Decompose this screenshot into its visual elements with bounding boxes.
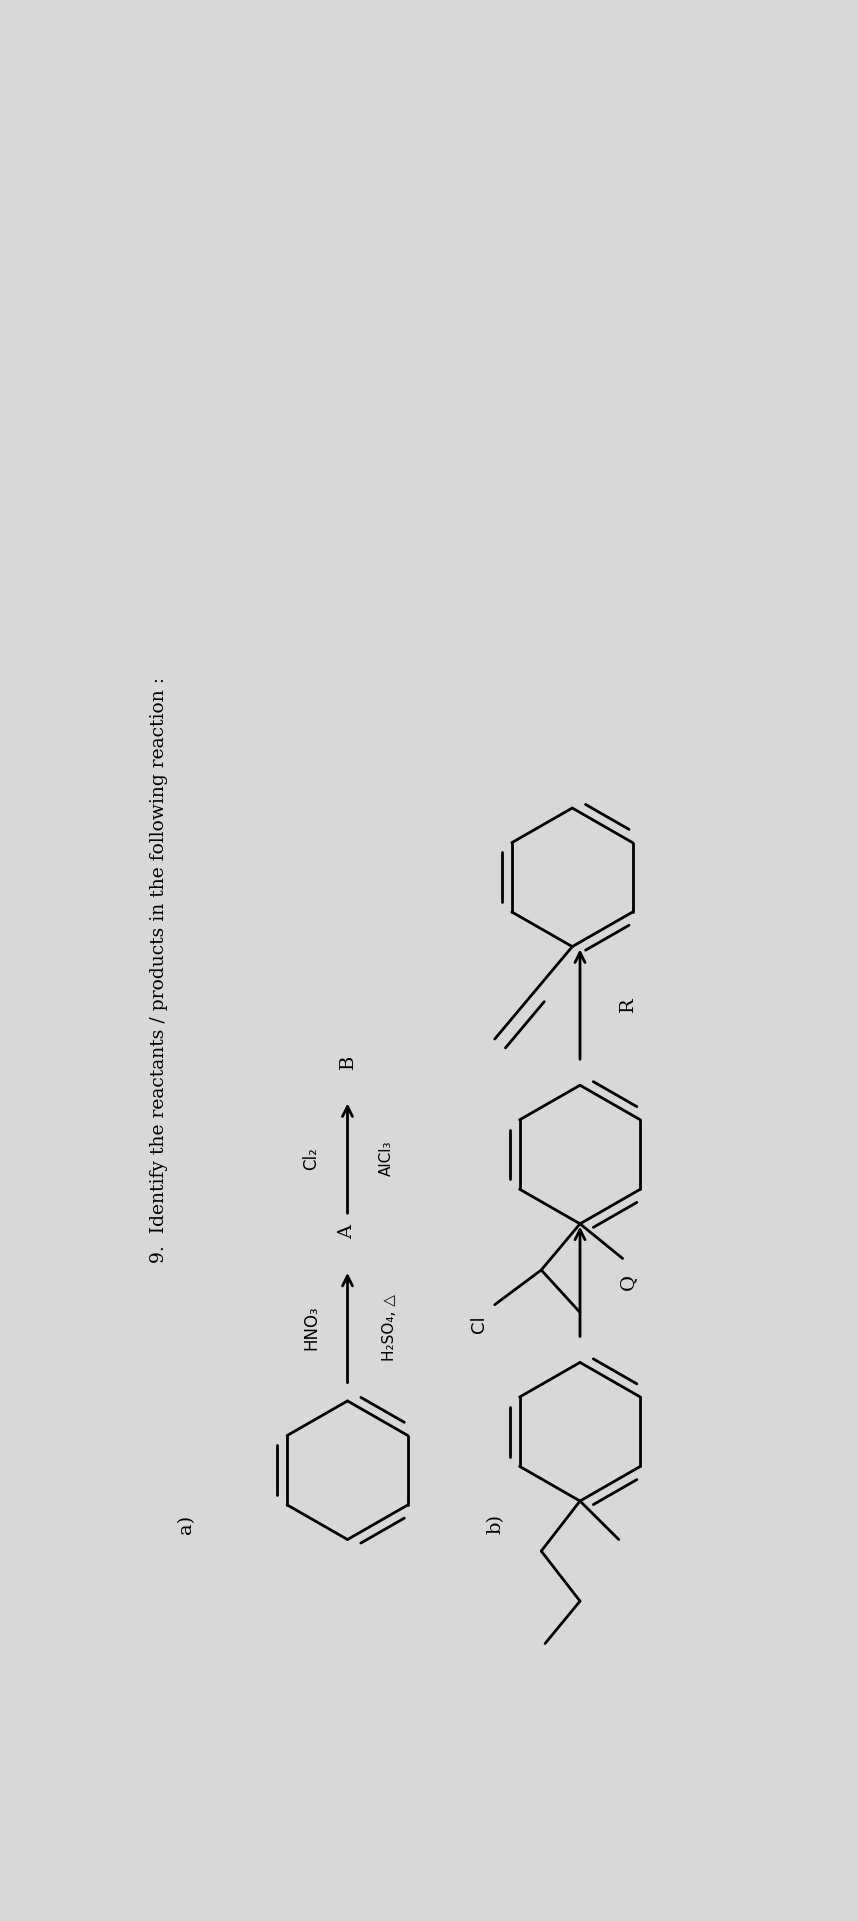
Text: HNO₃: HNO₃: [302, 1306, 320, 1350]
Text: Q: Q: [619, 1274, 637, 1289]
Text: R: R: [619, 997, 637, 1012]
Text: b): b): [487, 1514, 505, 1535]
Text: A: A: [339, 1224, 357, 1239]
Text: Cl₂: Cl₂: [302, 1147, 320, 1170]
Text: AlCl₃: AlCl₃: [378, 1141, 394, 1176]
Text: H₂SO₄, △: H₂SO₄, △: [383, 1295, 397, 1362]
Text: a): a): [177, 1514, 195, 1533]
Text: 9.  Identify the reactants / products in the following reaction :: 9. Identify the reactants / products in …: [150, 676, 168, 1262]
Text: Cl: Cl: [470, 1316, 488, 1333]
Text: B: B: [339, 1055, 357, 1070]
